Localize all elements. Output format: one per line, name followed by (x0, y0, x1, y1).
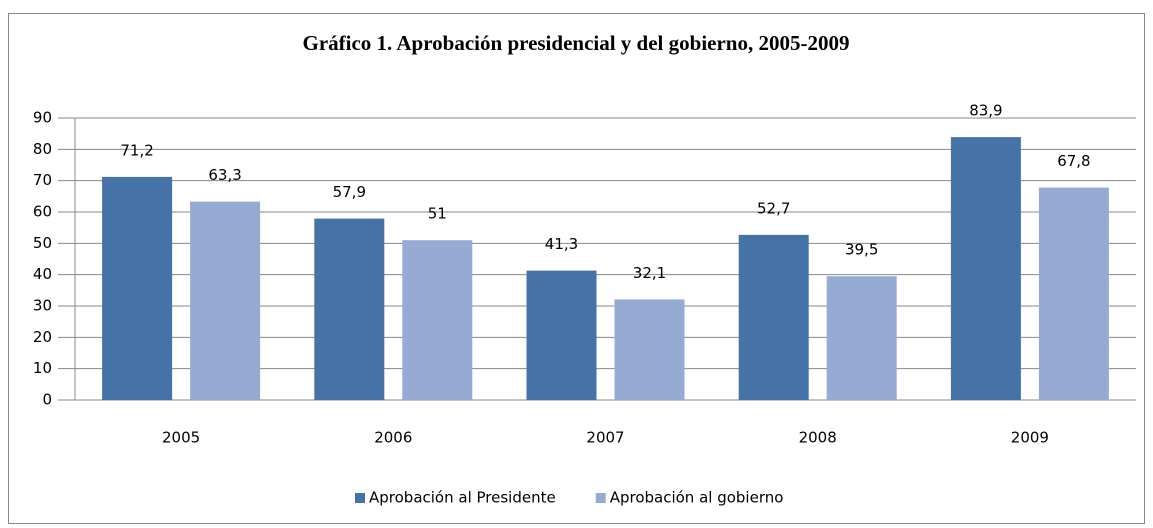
x-tick-label: 2006 (374, 429, 412, 447)
y-tick-label: 60 (33, 203, 52, 221)
legend-label: Aprobación al Presidente (369, 489, 556, 507)
bar (614, 299, 685, 400)
bar (402, 240, 473, 400)
data-label: 83,9 (969, 102, 1002, 120)
data-label: 71,2 (120, 141, 153, 159)
x-tick-label: 2009 (1011, 429, 1049, 447)
y-tick-label: 40 (33, 265, 52, 283)
bar (738, 234, 809, 400)
bar (1038, 187, 1109, 400)
bar (190, 201, 261, 400)
data-label: 51 (428, 205, 447, 223)
data-label: 32,1 (633, 264, 666, 282)
legend-swatch (355, 493, 365, 503)
data-label: 39,5 (845, 241, 878, 259)
y-tick-label: 20 (33, 328, 52, 346)
bar (102, 176, 173, 400)
y-tick-label: 80 (33, 140, 52, 158)
bar (826, 276, 897, 400)
data-label: 63,3 (208, 166, 241, 184)
data-label: 57,9 (333, 183, 366, 201)
x-tick-label: 2005 (162, 429, 200, 447)
x-tick-label: 2008 (799, 429, 837, 447)
legend-label: Aprobación al gobierno (610, 489, 784, 507)
bar (526, 270, 597, 400)
data-label: 52,7 (757, 199, 790, 217)
bar (314, 218, 385, 400)
legend-swatch (595, 493, 606, 503)
y-tick-label: 30 (33, 297, 52, 315)
data-label: 41,3 (545, 235, 578, 253)
x-tick-label: 2007 (586, 429, 624, 447)
y-tick-label: 50 (33, 234, 52, 252)
y-tick-label: 0 (42, 391, 52, 409)
y-tick-label: 10 (33, 359, 52, 377)
y-tick-label: 70 (33, 171, 52, 189)
data-label: 67,8 (1057, 152, 1090, 170)
bar (950, 137, 1021, 400)
chart-title: Gráfico 1. Aprobación presidencial y del… (303, 31, 850, 55)
y-tick-label: 90 (33, 109, 52, 127)
